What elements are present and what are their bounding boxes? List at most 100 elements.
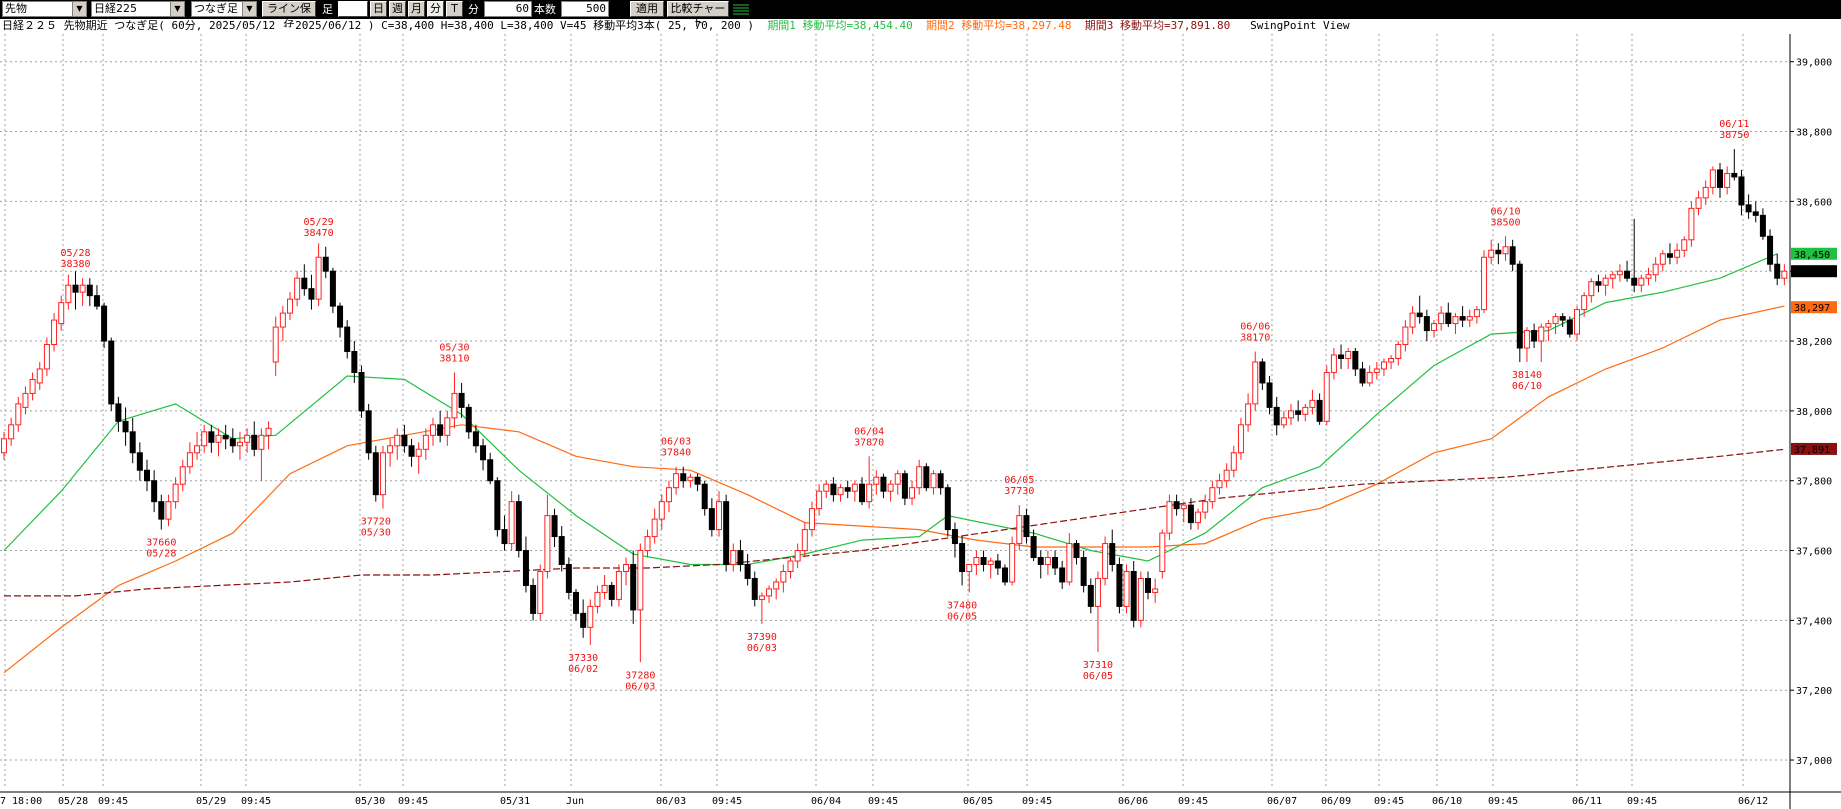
candle-body	[1423, 316, 1430, 332]
swing-point-text: 06/03	[661, 437, 691, 448]
candle-body	[1616, 270, 1623, 276]
candle-body	[1037, 557, 1044, 566]
y-tick-label: 38,200	[1796, 337, 1832, 348]
candle-body	[437, 424, 444, 436]
candle	[287, 292, 293, 321]
period-week-button[interactable]: 週	[389, 1, 406, 17]
x-tick-label: 06/03	[656, 796, 686, 807]
candle	[673, 466, 680, 495]
contract-select[interactable]: つなぎ足 ▼	[191, 1, 257, 17]
candle-body	[1116, 564, 1123, 607]
period-day-button[interactable]: 日	[370, 1, 387, 17]
candle-body	[1295, 410, 1302, 415]
candle-body	[1724, 172, 1731, 188]
candle-body	[1323, 371, 1330, 422]
candle	[51, 313, 58, 352]
swing-point-text: 37480	[947, 600, 977, 611]
candle-body	[637, 550, 644, 611]
candle-body	[1102, 543, 1109, 579]
candle-body	[101, 305, 108, 342]
candle	[1023, 508, 1030, 544]
candle	[1452, 313, 1459, 335]
swing-point-text: 05/30	[439, 342, 469, 353]
candle	[1209, 480, 1216, 509]
candle	[844, 480, 851, 499]
candle	[43, 337, 50, 376]
chevron-down-icon[interactable]: ▼	[242, 2, 256, 16]
category-select[interactable]: 先物 ▼	[2, 1, 87, 17]
candle-body	[51, 319, 58, 346]
candle	[344, 320, 351, 359]
candle	[172, 477, 179, 509]
swing-point-text: 38470	[304, 228, 334, 239]
candle-body	[144, 469, 150, 482]
candle-body	[801, 529, 808, 552]
candle	[1395, 341, 1402, 366]
compare-chart-button[interactable]: 比較チャート	[667, 1, 729, 29]
candle-body	[93, 295, 100, 307]
price-tag-label: 38,297	[1794, 303, 1830, 314]
candle-body	[186, 452, 193, 468]
candle-body	[15, 403, 22, 426]
candle-body	[1252, 361, 1259, 405]
y-tick-label: 37,600	[1796, 547, 1832, 558]
candle-body	[272, 326, 279, 363]
x-tick-label: 06/07	[1267, 796, 1297, 807]
candle	[136, 442, 143, 481]
candle	[608, 581, 615, 607]
candle-body	[1266, 382, 1273, 408]
apply-button[interactable]: 適用	[630, 1, 664, 17]
candle	[437, 410, 444, 443]
chevron-down-icon[interactable]: ▼	[72, 2, 86, 16]
bar-type-button[interactable]	[338, 1, 368, 17]
candle-body	[959, 543, 966, 572]
candle-body	[1373, 368, 1380, 373]
candle	[508, 491, 515, 551]
line-save-button[interactable]: ライン保存	[262, 1, 316, 29]
candle-body	[1752, 211, 1759, 216]
candle	[1202, 494, 1209, 520]
candle	[880, 473, 887, 499]
candle	[1552, 313, 1559, 335]
candle	[480, 438, 487, 471]
candle-body	[1309, 399, 1316, 408]
symbol-select[interactable]: 日経225 ▼	[91, 1, 185, 17]
count-input[interactable]: 500	[561, 1, 609, 17]
minute-input[interactable]: 60	[484, 1, 532, 17]
candle-body	[1009, 543, 1016, 583]
candle-body	[201, 431, 208, 447]
candle	[773, 578, 780, 600]
swing-point-text: 05/29	[304, 217, 334, 228]
swing-point-text: 06/05	[947, 611, 977, 622]
candle-body	[115, 403, 122, 422]
period-tick-button[interactable]: T	[446, 1, 463, 17]
candle	[1302, 403, 1309, 422]
swing-point-text: 06/04	[854, 426, 884, 437]
candle	[1745, 194, 1752, 219]
candle-body	[601, 584, 608, 593]
candle-body	[587, 605, 594, 628]
swing-point-text: 37330	[568, 653, 598, 664]
period-minute-button[interactable]: 分	[427, 1, 444, 17]
candle-body	[1481, 256, 1488, 311]
candle	[251, 421, 258, 457]
candle	[580, 599, 587, 638]
candle	[737, 540, 744, 572]
candle	[265, 421, 272, 450]
candle-body	[1738, 176, 1745, 206]
candle-body	[1109, 543, 1116, 566]
x-tick-label: 09:45	[712, 796, 742, 807]
candle	[1087, 578, 1094, 614]
candle-body	[1681, 239, 1688, 251]
chart-lines-icon[interactable]	[732, 2, 750, 17]
candle	[630, 550, 637, 624]
period-month-button[interactable]: 月	[408, 1, 425, 17]
candle	[1595, 274, 1602, 293]
chevron-down-icon[interactable]: ▼	[170, 2, 184, 16]
candle-body	[1280, 417, 1287, 426]
candle-body	[1538, 326, 1545, 342]
candle	[1495, 243, 1502, 265]
